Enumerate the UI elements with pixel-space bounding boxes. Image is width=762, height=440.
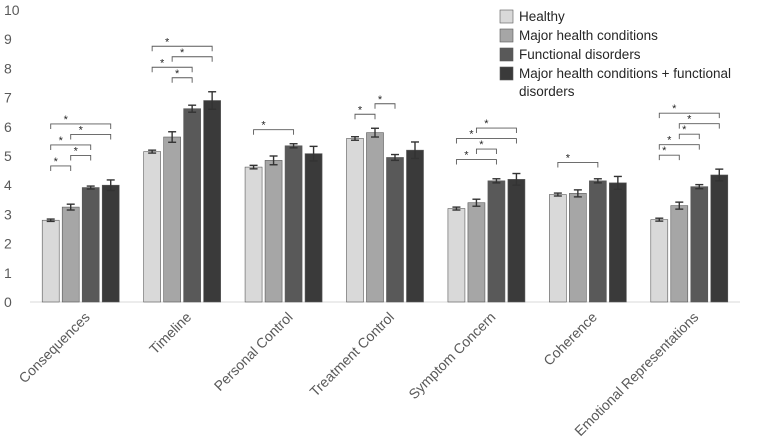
significance-star: *: [464, 150, 469, 162]
significance-bracket: [50, 144, 92, 150]
x-category-label: Timeline: [146, 309, 195, 358]
significance-star: *: [160, 57, 165, 69]
significance-bracket: [658, 144, 700, 150]
significance-bracket: [171, 77, 193, 83]
significance-bracket: [678, 123, 720, 129]
bar: [650, 219, 669, 303]
bar: [41, 219, 60, 303]
significance-star: *: [74, 145, 79, 157]
bar: [386, 157, 404, 303]
significance-star: *: [682, 124, 687, 136]
bar: [244, 166, 263, 303]
bar: [163, 136, 181, 303]
significance-star: *: [484, 118, 489, 130]
significance-star: *: [175, 68, 180, 80]
bar: [569, 193, 587, 303]
significance-star: *: [358, 104, 363, 116]
significance-star: *: [180, 47, 185, 59]
bar: [487, 180, 506, 303]
bar: [549, 194, 567, 303]
y-tick-label: 3: [4, 206, 12, 222]
y-tick-label: 10: [4, 2, 20, 18]
x-category-label: Personal Control: [211, 309, 296, 394]
legend-label: Healthy: [519, 9, 565, 24]
significance-bracket: [475, 127, 517, 134]
significance-star: *: [672, 103, 677, 115]
significance-star: *: [662, 145, 667, 157]
significance-star: *: [479, 139, 484, 151]
y-tick-label: 1: [4, 265, 12, 281]
significance-bracket: [557, 161, 599, 168]
legend-swatch: [499, 66, 514, 81]
significance-star: *: [261, 120, 266, 132]
significance-star: *: [667, 135, 672, 147]
bar: [406, 149, 424, 303]
y-tick-label: 8: [4, 60, 12, 76]
bar: [183, 108, 201, 303]
significance-star: *: [79, 124, 84, 136]
significance-bracket: [658, 154, 680, 161]
significance-bracket: [70, 154, 92, 161]
bar: [101, 184, 120, 303]
significance-bracket: [151, 45, 213, 52]
legend-label: Major health conditions + functional diso…: [519, 66, 731, 99]
bar: [81, 187, 100, 303]
y-tick-label: 2: [4, 236, 12, 252]
bar: [203, 100, 221, 303]
x-category-label: Symptom Concern: [405, 309, 498, 402]
legend-swatch: [499, 9, 514, 24]
bar: [304, 153, 323, 303]
significance-star: *: [687, 114, 692, 126]
significance-star: *: [566, 152, 571, 164]
significance-bracket: [50, 165, 72, 171]
significance-bracket: [50, 123, 112, 129]
y-tick-label: 6: [4, 119, 12, 135]
bar: [609, 182, 627, 303]
significance-bracket: [253, 129, 295, 135]
bar: [670, 205, 689, 303]
significance-bracket: [374, 103, 396, 109]
bar: [284, 145, 303, 303]
significance-bracket: [70, 133, 112, 140]
x-category-label: Coherence: [540, 309, 600, 369]
y-tick-label: 9: [4, 31, 12, 47]
significance-bracket: [151, 66, 193, 73]
y-tick-label: 0: [4, 294, 12, 310]
legend-label: Major health conditions: [519, 28, 658, 43]
legend-swatch: [499, 28, 514, 43]
bar: [467, 202, 486, 303]
bar: [346, 138, 364, 303]
bar: [690, 186, 709, 303]
bar: [143, 151, 161, 303]
bar: [589, 180, 607, 303]
significance-bracket: [658, 112, 720, 119]
significance-star: *: [64, 114, 69, 126]
x-category-label: Treatment Control: [306, 309, 397, 400]
bar: [61, 206, 80, 303]
significance-bracket: [475, 148, 497, 155]
significance-bracket: [354, 113, 376, 120]
legend-label: Functional disorders: [519, 47, 641, 62]
significance-bracket: [455, 138, 517, 144]
bar: [507, 179, 526, 303]
bar: [366, 132, 384, 303]
bar: [264, 160, 283, 303]
significance-bracket: [455, 159, 497, 165]
bar: [710, 174, 729, 303]
y-tick-label: 4: [4, 177, 12, 193]
legend-swatch: [499, 47, 514, 62]
significance-star: *: [469, 129, 474, 141]
significance-bracket: [678, 133, 700, 140]
y-tick-label: 7: [4, 90, 12, 106]
significance-bracket: [171, 56, 213, 62]
x-category-label: Consequences: [15, 309, 92, 386]
significance-star: *: [54, 156, 59, 168]
bar: [447, 208, 466, 303]
significance-star: *: [59, 135, 64, 147]
significance-star: *: [378, 94, 383, 106]
y-tick-label: 5: [4, 148, 12, 164]
significance-star: *: [165, 36, 170, 48]
